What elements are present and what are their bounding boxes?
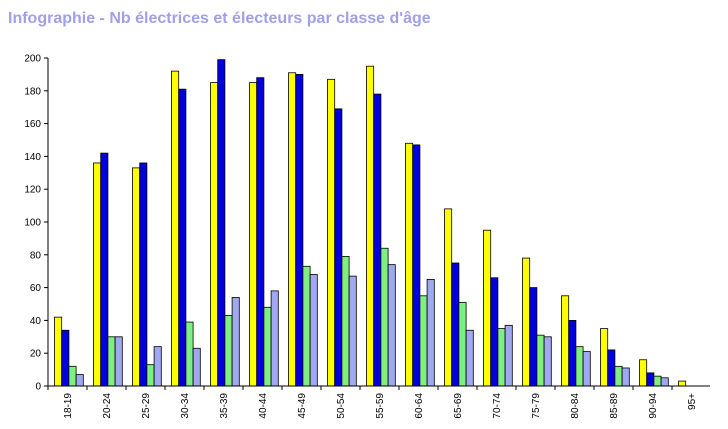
bar-35-39-s1 <box>217 59 226 387</box>
y-tick-label: 160 <box>24 119 41 130</box>
bar-25-29-s2 <box>146 364 155 387</box>
bars-layer <box>54 59 687 387</box>
bar-90-94-s3 <box>660 377 669 387</box>
bar-85-89-s0 <box>600 328 609 387</box>
bar-45-49-s0 <box>288 72 297 387</box>
bar-85-89-s2 <box>614 365 623 387</box>
x-tick-label: 95+ <box>687 393 698 410</box>
bar-45-49-s1 <box>295 74 304 387</box>
bar-18-19-s2 <box>68 365 77 387</box>
x-tick-label: 65-69 <box>453 393 464 419</box>
bar-30-34-s1 <box>178 88 187 387</box>
bar-18-19-s1 <box>61 329 70 387</box>
bar-45-49-s3 <box>309 274 318 387</box>
y-tick-label: 180 <box>24 86 41 97</box>
bar-85-89-s3 <box>621 367 630 387</box>
bar-20-24-s1 <box>100 152 109 387</box>
bar-55-59-s0 <box>366 65 375 387</box>
bar-80-84-s2 <box>575 346 584 387</box>
bar-30-34-s0 <box>171 70 180 387</box>
bar-25-29-s1 <box>139 162 148 387</box>
bar-70-74-s1 <box>490 277 499 387</box>
x-tick-label: 20-24 <box>102 393 113 419</box>
bar-90-94-s0 <box>639 359 648 387</box>
x-tick-label: 35-39 <box>219 393 230 419</box>
x-tick-label: 50-54 <box>336 393 347 419</box>
chart-title: Infographie - Nb électrices et électeurs… <box>8 10 431 27</box>
y-tick-label: 60 <box>30 283 42 294</box>
bar-80-84-s0 <box>561 295 570 387</box>
bar-45-49-s2 <box>302 265 311 387</box>
x-tick-label: 60-64 <box>414 393 425 419</box>
bar-95+-s0 <box>678 380 687 387</box>
bar-80-84-s1 <box>568 319 577 387</box>
bar-55-59-s3 <box>387 264 396 387</box>
bar-35-39-s2 <box>224 315 233 387</box>
bar-40-44-s1 <box>256 77 265 387</box>
bar-50-54-s2 <box>341 256 350 387</box>
bar-60-64-s0 <box>405 142 414 387</box>
bar-75-79-s0 <box>522 257 531 387</box>
y-tick-label: 140 <box>24 152 41 163</box>
bar-65-69-s0 <box>444 208 453 387</box>
bar-40-44-s2 <box>263 306 272 387</box>
y-tick-label: 0 <box>35 382 41 393</box>
bar-50-54-s3 <box>348 275 357 387</box>
y-tick-label: 200 <box>24 54 41 65</box>
x-tick-label: 25-29 <box>141 393 152 419</box>
bar-65-69-s3 <box>465 329 474 387</box>
bar-60-64-s2 <box>419 295 428 387</box>
bar-60-64-s3 <box>426 278 435 387</box>
bar-20-24-s2 <box>107 336 116 387</box>
x-tick-label: 55-59 <box>375 393 386 419</box>
y-tick-label: 40 <box>30 316 42 327</box>
bar-25-29-s0 <box>132 167 141 387</box>
x-tick-label: 18-19 <box>63 393 74 419</box>
bar-80-84-s3 <box>582 351 591 387</box>
bar-70-74-s2 <box>497 328 506 387</box>
bar-65-69-s1 <box>451 262 460 387</box>
y-tick-label: 80 <box>30 250 42 261</box>
bar-90-94-s1 <box>646 372 655 387</box>
bar-50-54-s1 <box>334 108 343 387</box>
y-tick-label: 20 <box>30 349 42 360</box>
bar-60-64-s1 <box>412 144 421 387</box>
bar-20-24-s3 <box>114 336 123 387</box>
bar-75-79-s2 <box>536 334 545 387</box>
x-tick-label: 30-34 <box>180 393 191 419</box>
bar-85-89-s1 <box>607 349 616 387</box>
x-tick-label: 70-74 <box>492 393 503 419</box>
bar-65-69-s2 <box>458 301 467 387</box>
x-tick-label: 85-89 <box>609 393 620 419</box>
bar-18-19-s0 <box>54 316 63 387</box>
bar-35-39-s3 <box>231 297 240 387</box>
bar-25-29-s3 <box>153 346 162 387</box>
bar-75-79-s1 <box>529 287 538 387</box>
bar-90-94-s2 <box>653 375 662 387</box>
x-tick-label: 40-44 <box>258 393 269 419</box>
bar-50-54-s0 <box>327 78 336 387</box>
bar-30-34-s3 <box>192 347 201 387</box>
y-tick-label: 120 <box>24 185 41 196</box>
bar-30-34-s2 <box>185 321 194 387</box>
bar-35-39-s0 <box>210 82 219 387</box>
bar-40-44-s0 <box>249 82 258 387</box>
x-tick-label: 45-49 <box>297 393 308 419</box>
bar-70-74-s0 <box>483 229 492 387</box>
bar-18-19-s3 <box>75 374 84 387</box>
bar-20-24-s0 <box>93 162 102 387</box>
bar-70-74-s3 <box>504 324 513 387</box>
y-tick-label: 100 <box>24 218 41 229</box>
bar-75-79-s3 <box>543 336 552 387</box>
axes-layer: 0 20 40 60 80 100 120 140 160 180 200 18-19 20-24 25-… <box>24 54 710 419</box>
bar-55-59-s1 <box>373 93 382 387</box>
bar-40-44-s3 <box>270 290 279 387</box>
x-tick-label: 80-84 <box>570 393 581 419</box>
x-tick-label: 75-79 <box>531 393 542 419</box>
bar-55-59-s2 <box>380 247 389 387</box>
x-tick-label: 90-94 <box>648 393 659 419</box>
